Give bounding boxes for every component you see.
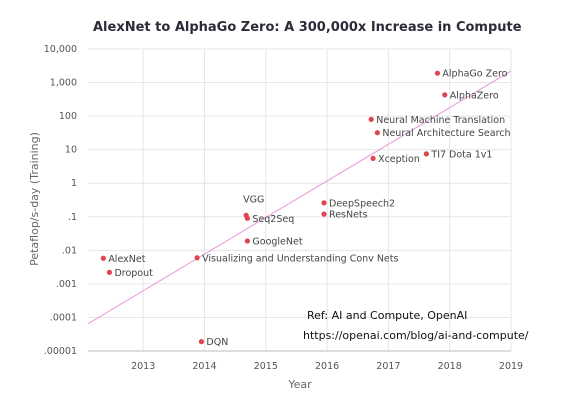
data-label: DeepSpeech2: [329, 198, 395, 209]
data-point: [100, 255, 106, 261]
x-tick-label: 2015: [254, 361, 278, 372]
data-point: [198, 339, 205, 345]
trend-line: [87, 70, 512, 325]
data-point: [106, 269, 113, 275]
x-tick-label: 2018: [438, 361, 462, 372]
data-label: AlphaZero: [450, 90, 499, 101]
data-label: Visualizing and Understanding Conv Nets: [202, 253, 398, 264]
data-point: [423, 151, 429, 157]
data-label: DQN: [206, 337, 228, 348]
data-label: Seq2Seq: [252, 214, 294, 225]
data-label: VGG: [243, 194, 264, 205]
data-label: ResNets: [329, 210, 368, 221]
data-point: [374, 130, 380, 136]
y-tick-label: .0001: [50, 312, 77, 323]
data-label: Xception: [378, 154, 420, 165]
y-tick-label: .1: [68, 212, 77, 223]
y-axis-label: Petaflop/s-day (Training): [28, 132, 41, 266]
x-tick-label: 2016: [315, 361, 339, 372]
grid: [88, 48, 512, 352]
data-points: AlexNet Dropout DQN Visualizing and Underst…: [100, 69, 511, 348]
x-axis-label: Year: [287, 378, 312, 391]
trend-line-group: [87, 70, 512, 325]
data-point: [434, 70, 441, 76]
x-tick-label: 2019: [499, 361, 523, 372]
reference-url: https://openai.com/blog/ai-and-compute/: [303, 329, 529, 342]
data-label: Dropout: [114, 268, 153, 279]
data-label: AlphaGo Zero: [442, 69, 507, 80]
x-tick-label: 2017: [376, 361, 400, 372]
y-tick-label: .001: [56, 279, 77, 290]
data-label: Neural Architecture Search: [382, 128, 510, 139]
data-label: TI7 Dota 1v1: [430, 149, 492, 160]
data-label: GoogleNet: [252, 236, 302, 247]
data-label: Neural Machine Translation: [376, 115, 505, 126]
axes: .00001 .0001 .001 .01 .1 1 10 100 1,000 10,000 201…: [44, 44, 523, 372]
data-point: [194, 255, 200, 261]
y-tick-label: .01: [62, 245, 77, 256]
data-point: [244, 215, 250, 221]
data-label: AlexNet: [108, 254, 145, 265]
chart-title: AlexNet to AlphaGo Zero: A 300,000x Incr…: [93, 20, 522, 35]
data-point: [368, 116, 374, 122]
x-tick-label: 2014: [192, 361, 216, 372]
y-tick-label: .00001: [44, 346, 77, 357]
y-tick-label: 100: [59, 111, 77, 122]
y-tick-label: 10: [65, 145, 77, 156]
data-point: [442, 92, 448, 98]
y-tick-label: 1: [71, 178, 77, 189]
data-point: [244, 238, 250, 244]
data-point: [321, 211, 327, 217]
data-point: [321, 200, 327, 206]
y-tick-label: 1,000: [50, 78, 77, 89]
reference-title: Ref: AI and Compute, OpenAI: [307, 309, 467, 322]
data-point: [370, 155, 376, 161]
y-tick-label: 10,000: [44, 44, 77, 55]
x-tick-label: 2013: [131, 361, 155, 372]
